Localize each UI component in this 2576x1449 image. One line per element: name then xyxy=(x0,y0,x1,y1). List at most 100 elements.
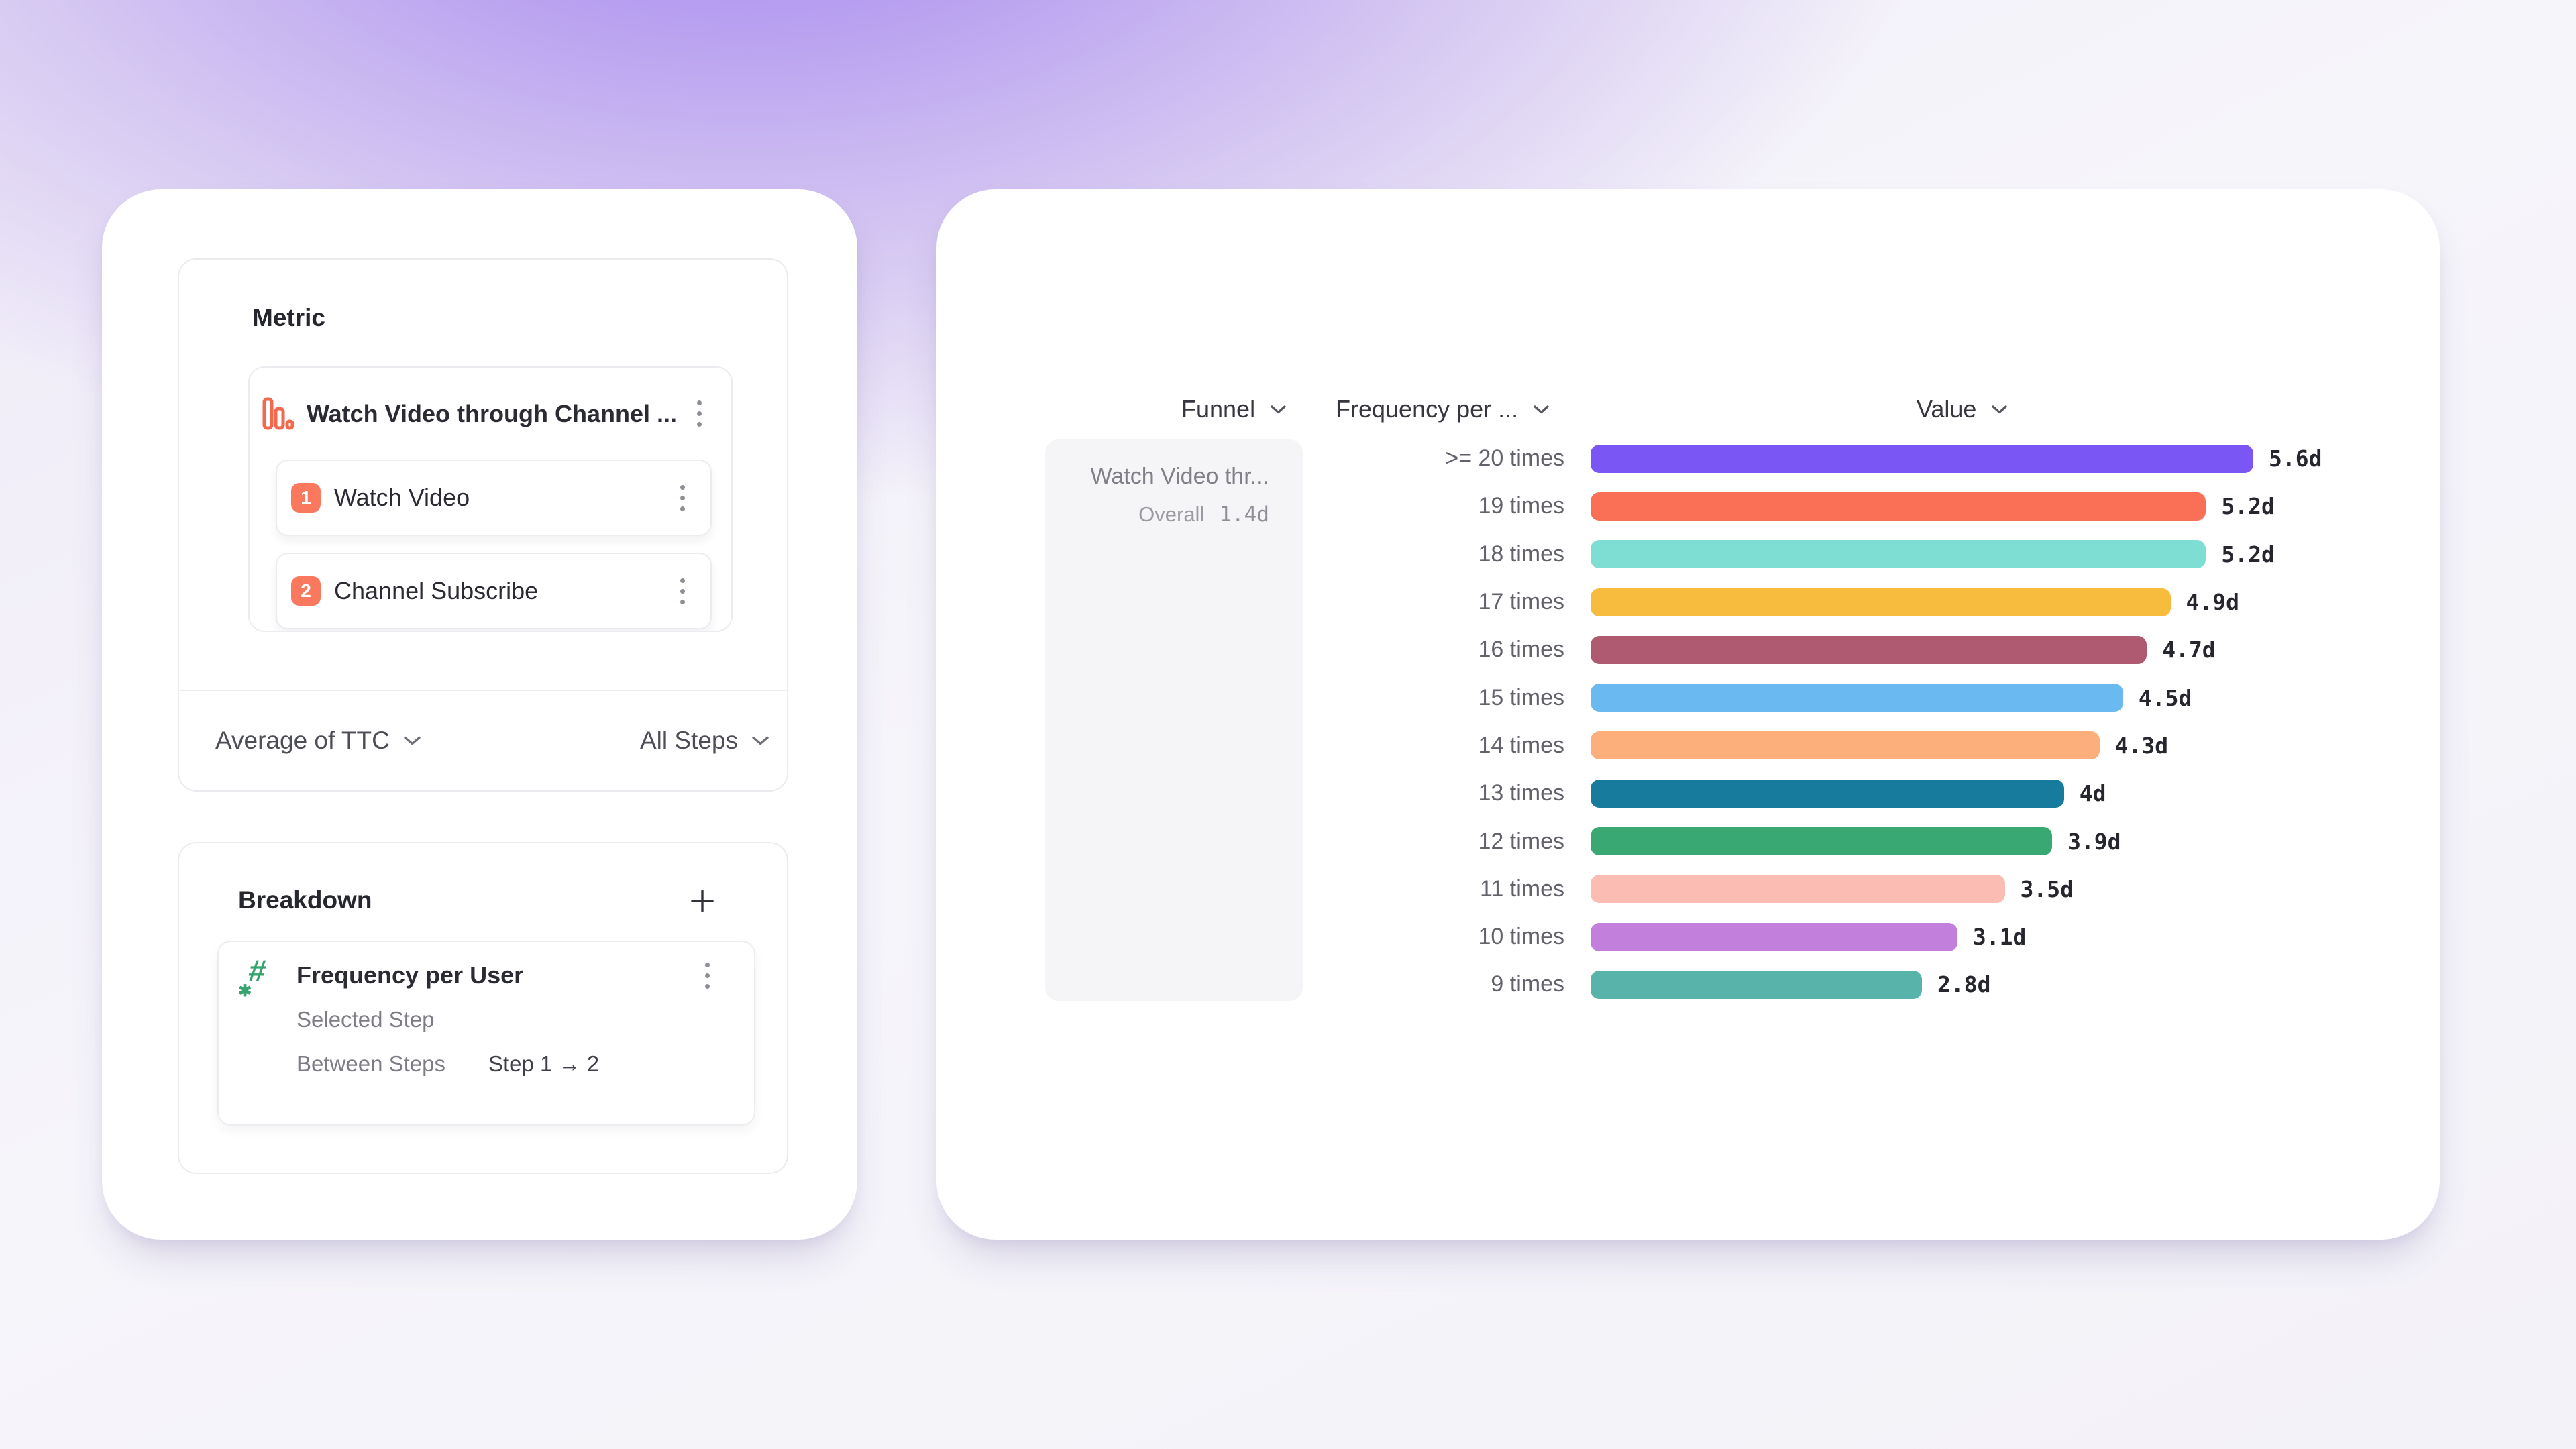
kebab-dot xyxy=(704,962,710,967)
value-label: 5.2d xyxy=(2221,541,2275,568)
step-number-badge: 2 xyxy=(291,576,321,606)
chart-row: 17 times 4.9d xyxy=(1339,578,2322,626)
value-label: 4.5d xyxy=(2138,684,2192,711)
value-label: 3.5d xyxy=(2020,875,2074,902)
chevron-down-icon xyxy=(1271,405,1286,413)
funnel-metric-icon xyxy=(262,397,294,429)
funnel-title-row[interactable]: Watch Video through Channel ... xyxy=(250,368,731,460)
category-label: 14 times xyxy=(1478,732,1565,758)
step-label: Watch Video xyxy=(334,484,470,511)
kebab-dot xyxy=(696,400,702,405)
results-card: Funnel Frequency per ... Value Watch Vid… xyxy=(936,189,2440,1240)
bar[interactable] xyxy=(1591,444,2253,473)
breakdown-property-card[interactable]: # ✱ Frequency per User Selected Step Bet… xyxy=(217,941,755,1126)
step-number-badge: 1 xyxy=(291,483,321,513)
step-2-kebab-menu[interactable] xyxy=(667,572,697,610)
chart-row: 13 times 4d xyxy=(1339,769,2322,817)
chart-row: 11 times 3.5d xyxy=(1339,865,2322,913)
kebab-dot xyxy=(680,495,685,500)
chart-row: 16 times 4.7d xyxy=(1339,626,2322,674)
chevron-down-icon xyxy=(1992,405,2008,413)
step-1-kebab-menu[interactable] xyxy=(667,479,697,517)
aggregation-dropdown[interactable]: Average of TTC xyxy=(215,727,421,755)
chart-row: 10 times 3.1d xyxy=(1339,913,2322,961)
kebab-dot xyxy=(680,599,685,604)
category-label: 19 times xyxy=(1478,493,1565,519)
value-label: 4.7d xyxy=(2162,637,2216,663)
bar[interactable] xyxy=(1591,492,2206,521)
value-label: 5.2d xyxy=(2221,493,2275,520)
overall-value: 1.4d xyxy=(1219,502,1269,527)
breakdown-selected-step-row[interactable]: Selected Step xyxy=(297,1007,435,1032)
bar[interactable] xyxy=(1591,588,2171,616)
funnel-cell-name: Watch Video thr... xyxy=(1090,464,1269,489)
breakdown-between-steps-row[interactable]: Between Steps Step 1 → 2 xyxy=(297,1051,599,1077)
funnel-cell[interactable]: Watch Video thr... Overall 1.4d xyxy=(1045,439,1303,1001)
bar[interactable] xyxy=(1591,635,2147,664)
kebab-dot xyxy=(680,484,685,490)
breakdown-kebab-menu[interactable] xyxy=(692,957,722,994)
chart-row: 9 times 2.8d xyxy=(1339,961,2322,1008)
chart-row: 18 times 5.2d xyxy=(1339,531,2322,578)
chart-row: >= 20 times 5.6d xyxy=(1339,435,2322,482)
bar[interactable] xyxy=(1591,731,2100,760)
kebab-dot xyxy=(680,506,685,511)
funnel-kebab-menu[interactable] xyxy=(684,395,714,433)
kebab-dot xyxy=(680,588,685,594)
column-header-value-label: Value xyxy=(1917,395,1977,423)
chevron-down-icon xyxy=(404,736,421,745)
steps-filter-dropdown[interactable]: All Steps xyxy=(640,727,769,755)
value-label: 4d xyxy=(2079,780,2106,807)
category-label: 13 times xyxy=(1478,780,1565,806)
bar[interactable] xyxy=(1591,684,2123,712)
value-label: 3.9d xyxy=(2068,828,2121,855)
value-label: 4.3d xyxy=(2114,732,2169,759)
bar[interactable] xyxy=(1591,779,2064,808)
funnel-step-2[interactable]: 2 Channel Subscribe xyxy=(276,553,712,629)
bar[interactable] xyxy=(1591,540,2206,569)
column-header-breakdown[interactable]: Frequency per ... xyxy=(1336,394,1550,424)
category-label: 18 times xyxy=(1478,541,1565,567)
metric-panel: Metric Watch Video through Channel ... 1 xyxy=(178,258,788,792)
chart-row: 12 times 3.9d xyxy=(1339,817,2322,865)
overall-label: Overall xyxy=(1138,502,1205,526)
breakdown-section-title: Breakdown xyxy=(238,886,372,914)
bar[interactable] xyxy=(1591,970,1922,999)
chart-rows: >= 20 times 5.6d 19 times 5.2d 18 times 5.2d 1… xyxy=(1339,435,2322,1009)
category-label: 16 times xyxy=(1478,637,1565,663)
chevron-down-icon xyxy=(752,736,769,745)
category-label: >= 20 times xyxy=(1445,445,1564,472)
numeric-property-icon: # ✱ xyxy=(238,953,281,1000)
bar[interactable] xyxy=(1591,875,2005,904)
funnel-step-1[interactable]: 1 Watch Video xyxy=(276,460,712,536)
category-label: 17 times xyxy=(1478,589,1565,615)
funnel-definition-box: Watch Video through Channel ... 1 Watch … xyxy=(248,366,733,632)
column-header-value[interactable]: Value xyxy=(1917,394,2008,424)
category-label: 12 times xyxy=(1478,828,1565,854)
metric-section-title: Metric xyxy=(252,304,325,331)
value-label: 2.8d xyxy=(1937,971,1991,998)
kebab-dot xyxy=(696,422,702,427)
chart-row: 15 times 4.5d xyxy=(1339,674,2322,721)
column-header-funnel[interactable]: Funnel xyxy=(1181,394,1287,424)
breakdown-panel: Breakdown # ✱ Frequency per User Selecte… xyxy=(178,842,788,1174)
category-label: 10 times xyxy=(1478,924,1565,950)
category-label: 9 times xyxy=(1491,971,1564,998)
add-breakdown-button[interactable] xyxy=(688,886,717,916)
step-label: Channel Subscribe xyxy=(334,577,539,604)
breakdown-property-name: Frequency per User xyxy=(297,961,524,989)
steps-filter-dropdown-value: All Steps xyxy=(639,727,738,754)
funnel-name: Watch Video through Channel ... xyxy=(307,399,678,427)
column-header-funnel-label: Funnel xyxy=(1181,395,1256,423)
kebab-dot xyxy=(680,578,685,583)
category-label: 15 times xyxy=(1478,684,1565,710)
query-builder-card: Metric Watch Video through Channel ... 1 xyxy=(102,189,857,1240)
value-label: 5.6d xyxy=(2269,445,2322,472)
chevron-down-icon xyxy=(1534,405,1549,413)
column-header-breakdown-label: Frequency per ... xyxy=(1336,395,1519,423)
bar[interactable] xyxy=(1591,827,2053,856)
category-label: 11 times xyxy=(1480,875,1564,902)
divider xyxy=(179,690,787,691)
bar[interactable] xyxy=(1591,922,1957,951)
